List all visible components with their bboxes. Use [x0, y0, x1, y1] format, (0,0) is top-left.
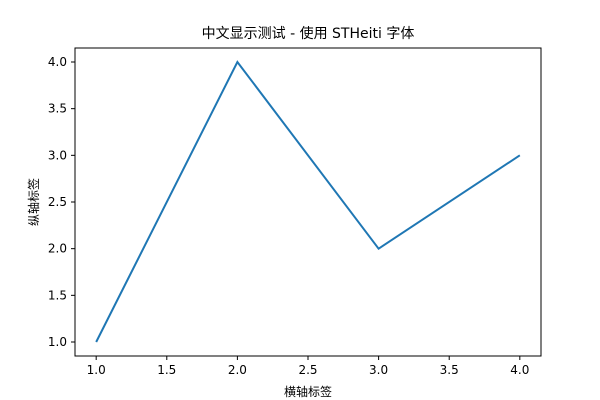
- x-axis-label: 横轴标签: [284, 384, 332, 399]
- chart-title: 中文显示测试 - 使用 STHeiti 字体: [202, 25, 415, 42]
- y-tick-label: 3.0: [48, 148, 67, 162]
- x-tick-label: 4.0: [510, 363, 529, 377]
- x-tick-label: 2.5: [298, 363, 317, 377]
- y-tick-label: 3.5: [48, 102, 67, 116]
- x-tick-label: 3.5: [440, 363, 459, 377]
- x-tick-label: 3.0: [369, 363, 388, 377]
- y-axis-label: 纵轴标签: [26, 178, 41, 226]
- x-axis-ticks: 1.0 1.5 2.0 2.5 3.0 3.5 4.0: [87, 356, 529, 377]
- y-tick-label: 4.0: [48, 55, 67, 69]
- x-tick-label: 1.5: [157, 363, 176, 377]
- series-line-0: [95, 60, 521, 343]
- y-tick-label: 1.0: [48, 335, 67, 349]
- x-tick-label: 2.0: [228, 363, 247, 377]
- x-tick-label: 1.0: [87, 363, 106, 377]
- y-axis-ticks: 1.0 1.5 2.0 2.5 3.0 3.5 4.0: [48, 55, 75, 349]
- y-tick-label: 2.5: [48, 195, 67, 209]
- series-layer: [95, 60, 521, 343]
- y-tick-label: 1.5: [48, 288, 67, 302]
- plot-area-frame: [74, 47, 542, 357]
- y-tick-label: 2.0: [48, 242, 67, 256]
